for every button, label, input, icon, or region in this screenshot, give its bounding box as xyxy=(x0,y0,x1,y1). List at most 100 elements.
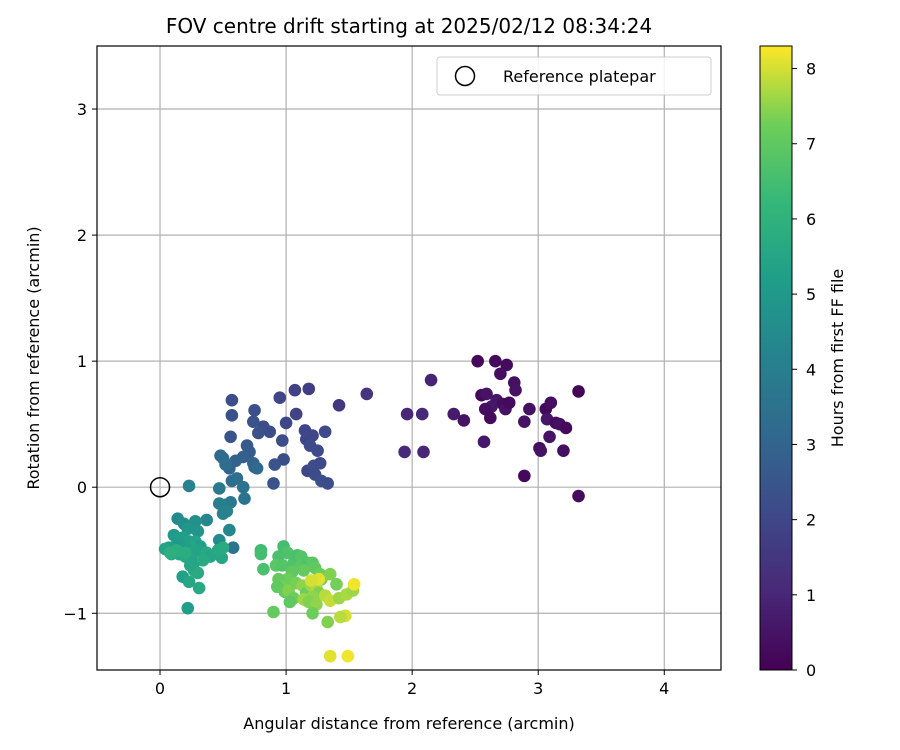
x-axis-label: Angular distance from reference (arcmin) xyxy=(243,714,574,733)
colorbar-tick-label: 5 xyxy=(806,285,816,304)
data-point xyxy=(333,610,347,624)
data-point xyxy=(252,426,265,440)
x-tick-label: 1 xyxy=(281,679,291,698)
data-point xyxy=(398,445,411,459)
data-point xyxy=(321,477,334,490)
data-point xyxy=(279,416,293,430)
data-point xyxy=(306,606,319,620)
colorbar-tick-label: 3 xyxy=(806,435,816,454)
y-tick-label: 3 xyxy=(77,100,87,119)
legend-box xyxy=(436,56,712,96)
data-point xyxy=(502,396,516,410)
colorbar-tick-label: 8 xyxy=(806,60,816,79)
y-tick-label: −1 xyxy=(63,604,87,623)
colorbar-frame xyxy=(759,45,793,671)
reference-marker-layer xyxy=(149,476,171,498)
data-point xyxy=(268,458,282,471)
colorbar: 0 1 2 3 4 5 6 7 8 Hours from first FF file xyxy=(759,45,847,680)
data-point xyxy=(267,605,280,619)
data-point xyxy=(489,354,502,368)
x-tick-label: 2 xyxy=(407,679,417,698)
data-point xyxy=(341,649,355,663)
data-point xyxy=(534,444,548,457)
data-point xyxy=(480,387,493,401)
data-point xyxy=(224,430,237,444)
data-point xyxy=(267,477,280,490)
data-point xyxy=(225,393,239,407)
data-point xyxy=(178,546,192,560)
colorbar-tick-label: 0 xyxy=(806,661,816,680)
reference-platepar-marker xyxy=(149,476,171,498)
data-point xyxy=(424,373,438,387)
data-point xyxy=(248,404,261,417)
data-point xyxy=(183,559,197,572)
data-point xyxy=(477,435,491,449)
data-point xyxy=(181,601,195,615)
data-point xyxy=(544,396,558,410)
data-point xyxy=(543,430,556,444)
data-point xyxy=(305,574,318,587)
data-point xyxy=(523,402,536,416)
data-point xyxy=(509,383,522,397)
data-point xyxy=(238,492,251,505)
chart-title: FOV centre drift starting at 2025/02/12 … xyxy=(166,14,652,38)
data-point xyxy=(191,525,205,538)
data-point xyxy=(500,358,513,372)
grid xyxy=(97,46,721,670)
y-tick-label: 2 xyxy=(77,226,87,245)
x-tick-label: 4 xyxy=(659,679,669,698)
data-point xyxy=(192,581,206,595)
axis-ticks: 0 1 2 3 4 −1 0 1 2 3 xyxy=(63,100,669,698)
data-point xyxy=(219,458,232,471)
data-point xyxy=(276,559,289,572)
data-point xyxy=(518,469,531,483)
data-point xyxy=(557,444,570,457)
data-point xyxy=(559,421,573,435)
data-point xyxy=(302,382,316,396)
data-point xyxy=(163,546,177,560)
data-point xyxy=(572,385,585,398)
data-point xyxy=(457,414,471,427)
data-point xyxy=(273,391,287,405)
colorbar-tick-label: 4 xyxy=(806,360,816,379)
data-point xyxy=(471,354,485,368)
x-tick-label: 3 xyxy=(533,679,543,698)
data-point xyxy=(182,575,196,589)
data-point xyxy=(321,615,334,629)
data-point xyxy=(182,479,196,493)
legend: Reference platepar xyxy=(436,56,712,96)
legend-reference-marker xyxy=(454,65,476,87)
data-point xyxy=(257,562,270,576)
data-point xyxy=(212,482,226,495)
colorbar-tick-label: 1 xyxy=(806,586,816,605)
data-point xyxy=(494,367,507,381)
colorbar-tick-label: 2 xyxy=(806,511,816,530)
data-point xyxy=(200,513,213,527)
data-point xyxy=(313,456,327,470)
data-point xyxy=(247,415,260,428)
data-point xyxy=(226,541,240,555)
data-point xyxy=(250,462,264,475)
data-point xyxy=(572,489,585,503)
data-point xyxy=(298,424,312,437)
data-point xyxy=(323,567,337,581)
colorbar-tick-label: 6 xyxy=(806,210,816,229)
data-point xyxy=(332,398,346,412)
data-point xyxy=(297,564,311,577)
data-point xyxy=(196,554,210,567)
data-point xyxy=(318,425,332,439)
plot-frame xyxy=(96,45,722,671)
data-point xyxy=(276,434,289,447)
data-point xyxy=(254,547,268,561)
data-point xyxy=(330,577,343,591)
data-points xyxy=(158,354,585,663)
y-axis-label: Rotation from reference (arcmin) xyxy=(24,226,43,489)
data-point xyxy=(236,480,250,494)
data-point xyxy=(216,541,230,555)
colorbar-gradient xyxy=(760,46,792,670)
data-point xyxy=(484,411,497,425)
data-point xyxy=(283,595,297,609)
data-point xyxy=(288,383,302,397)
colorbar-tick-label: 7 xyxy=(806,135,816,154)
data-point xyxy=(223,523,236,537)
